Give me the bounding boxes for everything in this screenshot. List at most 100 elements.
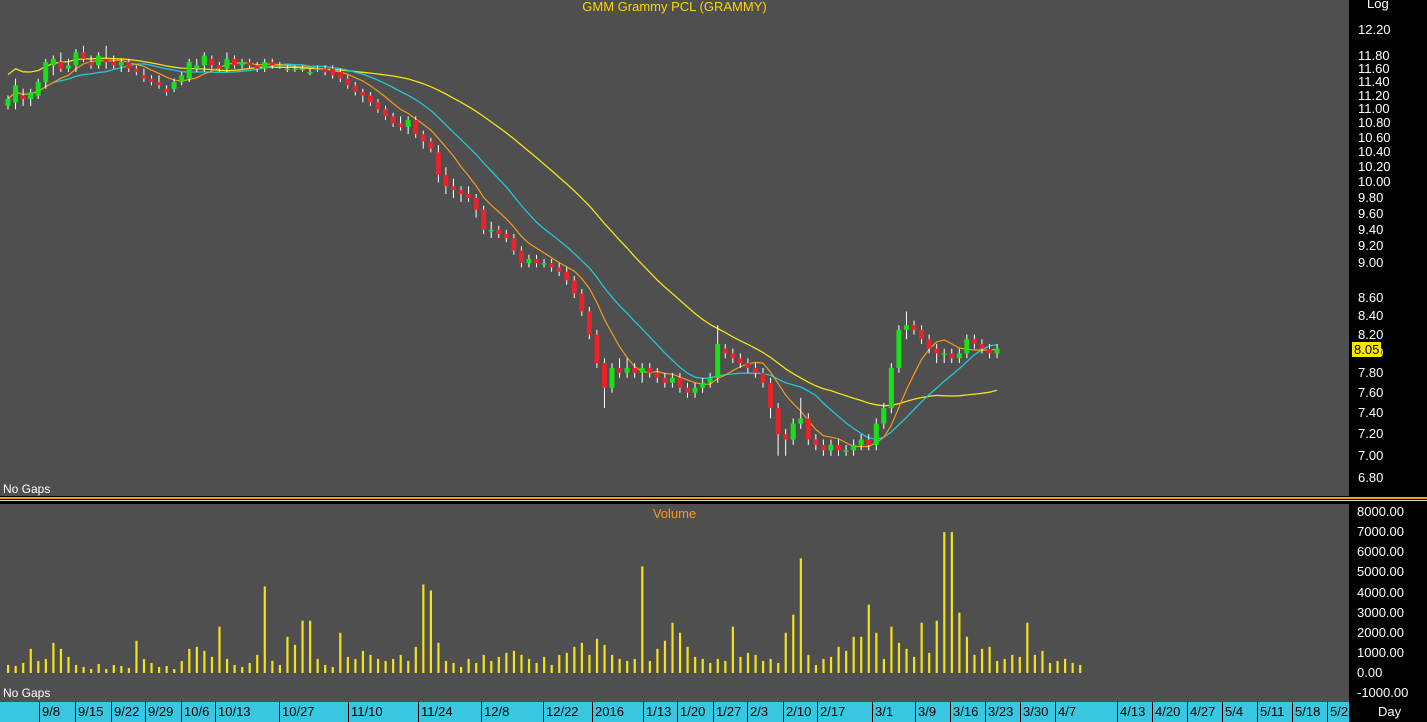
volume-bar — [837, 646, 840, 673]
candle-body — [35, 81, 41, 96]
volume-bar — [784, 632, 787, 673]
candle-body — [247, 62, 253, 66]
volume-bar — [694, 656, 697, 673]
volume-bar — [37, 660, 40, 673]
time-axis[interactable]: 9/8 9/15 9/22 9/29 10/6 10/13 10/27 11/10 11/24 1… — [0, 702, 1427, 722]
volume-bar — [656, 648, 659, 673]
candle-body — [352, 85, 358, 93]
candle-body — [224, 58, 230, 69]
candle-body — [209, 58, 215, 66]
candle-body — [790, 423, 796, 440]
price-tick-label: 9.40 — [1358, 221, 1384, 237]
time-tick-separator — [747, 702, 748, 722]
candle-body — [564, 271, 570, 281]
volume-bar — [943, 532, 946, 673]
candle-body — [186, 62, 192, 79]
volume-bar — [82, 666, 85, 673]
candle-body — [609, 367, 615, 388]
volume-bar — [384, 660, 387, 673]
time-tick-separator — [1152, 702, 1153, 722]
volume-bar — [527, 658, 531, 673]
time-tick-label: 3/16 — [953, 704, 979, 719]
candle-body — [866, 439, 872, 445]
candle-body — [481, 209, 487, 230]
time-tick-label: 9/15 — [78, 704, 104, 719]
volume-bar — [14, 665, 17, 673]
candle-body — [360, 92, 366, 96]
volume-bar — [203, 650, 206, 673]
volume-bar — [754, 654, 757, 673]
time-tick-separator — [39, 702, 40, 722]
candle-body — [737, 358, 743, 364]
candle-body — [775, 408, 781, 435]
volume-bar — [1071, 662, 1074, 673]
volume-bar — [663, 640, 667, 673]
volume-bar — [686, 646, 689, 673]
volume-bar — [580, 642, 583, 673]
time-tick-label: 3/30 — [1023, 704, 1049, 719]
candle-body — [28, 92, 34, 99]
candle-body — [617, 367, 623, 373]
candle-body — [798, 418, 804, 424]
volume-bar — [1064, 658, 1067, 673]
candle-body — [133, 68, 139, 72]
price-panel[interactable]: GMM Grammy PCL (GRAMMY) No Gaps — [0, 0, 1349, 496]
volume-tick-label: -1000.00 — [1357, 685, 1409, 701]
volume-bar — [520, 654, 523, 673]
candle-body — [594, 334, 600, 364]
time-tick-label: 10/13 — [218, 704, 251, 719]
candle-body — [624, 367, 630, 373]
volume-axis[interactable]: 8000.00 7000.00 6000.00 5000.00 4000.00 3000.… — [1349, 504, 1427, 702]
volume-bar — [7, 664, 10, 673]
volume-bar — [626, 660, 629, 673]
candle-body — [65, 65, 71, 69]
volume-bar — [331, 666, 334, 673]
volume-bar — [762, 660, 765, 673]
volume-bar — [286, 636, 289, 673]
volume-bar — [278, 664, 281, 673]
candle-body — [81, 52, 86, 59]
volume-bar — [361, 650, 365, 673]
volume-bar — [112, 664, 115, 673]
time-tick-label: 2/17 — [820, 704, 846, 719]
time-tick-separator — [481, 702, 482, 722]
time-tick-label: 9/29 — [148, 704, 174, 719]
volume-bar — [354, 658, 357, 673]
candle-body — [428, 141, 434, 149]
time-tick-separator — [145, 702, 146, 722]
volume-bar — [490, 660, 493, 673]
volume-bar — [512, 650, 516, 673]
candle-body — [299, 68, 305, 71]
candle-body — [405, 119, 411, 127]
volume-bar — [1026, 622, 1029, 673]
candle-body — [443, 174, 449, 187]
volume-bar — [845, 650, 848, 673]
volume-bar — [935, 620, 938, 673]
time-tick-label: 4/20 — [1155, 704, 1181, 719]
candle-body — [745, 363, 751, 368]
time-tick-separator — [985, 702, 986, 722]
volume-bar — [90, 668, 93, 673]
candle-body — [88, 62, 94, 66]
candle-body — [964, 339, 970, 354]
time-tick-separator — [418, 702, 419, 722]
volume-bar — [996, 660, 999, 673]
volume-bar — [29, 648, 32, 673]
time-tick-label: 9/22 — [114, 704, 140, 719]
candle-body — [722, 348, 728, 354]
volume-bar — [1003, 658, 1006, 673]
volume-bar — [271, 660, 274, 673]
volume-bar — [233, 664, 236, 673]
volume-tick-label: 7000.00 — [1357, 524, 1404, 540]
price-axis[interactable]: Log 12.20 11.80 11.60 11.40 11.20 11.00 10.80 1… — [1349, 0, 1427, 496]
volume-bar — [475, 662, 478, 673]
volume-panel[interactable]: Volume No Gaps — [0, 504, 1349, 702]
candle-body — [571, 280, 577, 294]
candle-body — [639, 367, 645, 373]
candle-body — [194, 65, 200, 69]
panel-separator[interactable] — [0, 496, 1427, 504]
candle-body — [783, 434, 789, 440]
volume-bar — [1011, 654, 1014, 673]
time-tick-label: 12/8 — [484, 704, 510, 719]
